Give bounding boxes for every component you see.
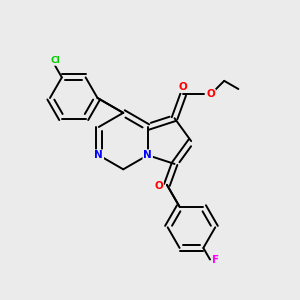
Text: O: O <box>154 182 163 191</box>
Text: N: N <box>143 150 152 160</box>
Text: O: O <box>179 82 188 92</box>
Text: O: O <box>206 89 215 100</box>
Text: F: F <box>212 254 220 265</box>
Text: Cl: Cl <box>50 56 60 65</box>
Text: N: N <box>94 150 103 160</box>
